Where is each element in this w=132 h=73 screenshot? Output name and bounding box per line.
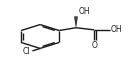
Text: OH: OH [111,25,122,34]
Polygon shape [75,19,77,20]
Polygon shape [75,22,77,23]
Text: OH: OH [79,7,90,16]
Polygon shape [75,24,77,25]
Polygon shape [74,16,78,17]
Text: Cl: Cl [23,47,30,56]
Polygon shape [74,18,77,19]
Polygon shape [75,20,77,21]
Polygon shape [75,21,77,22]
Polygon shape [75,23,77,24]
Polygon shape [74,17,78,18]
Text: O: O [92,41,98,50]
